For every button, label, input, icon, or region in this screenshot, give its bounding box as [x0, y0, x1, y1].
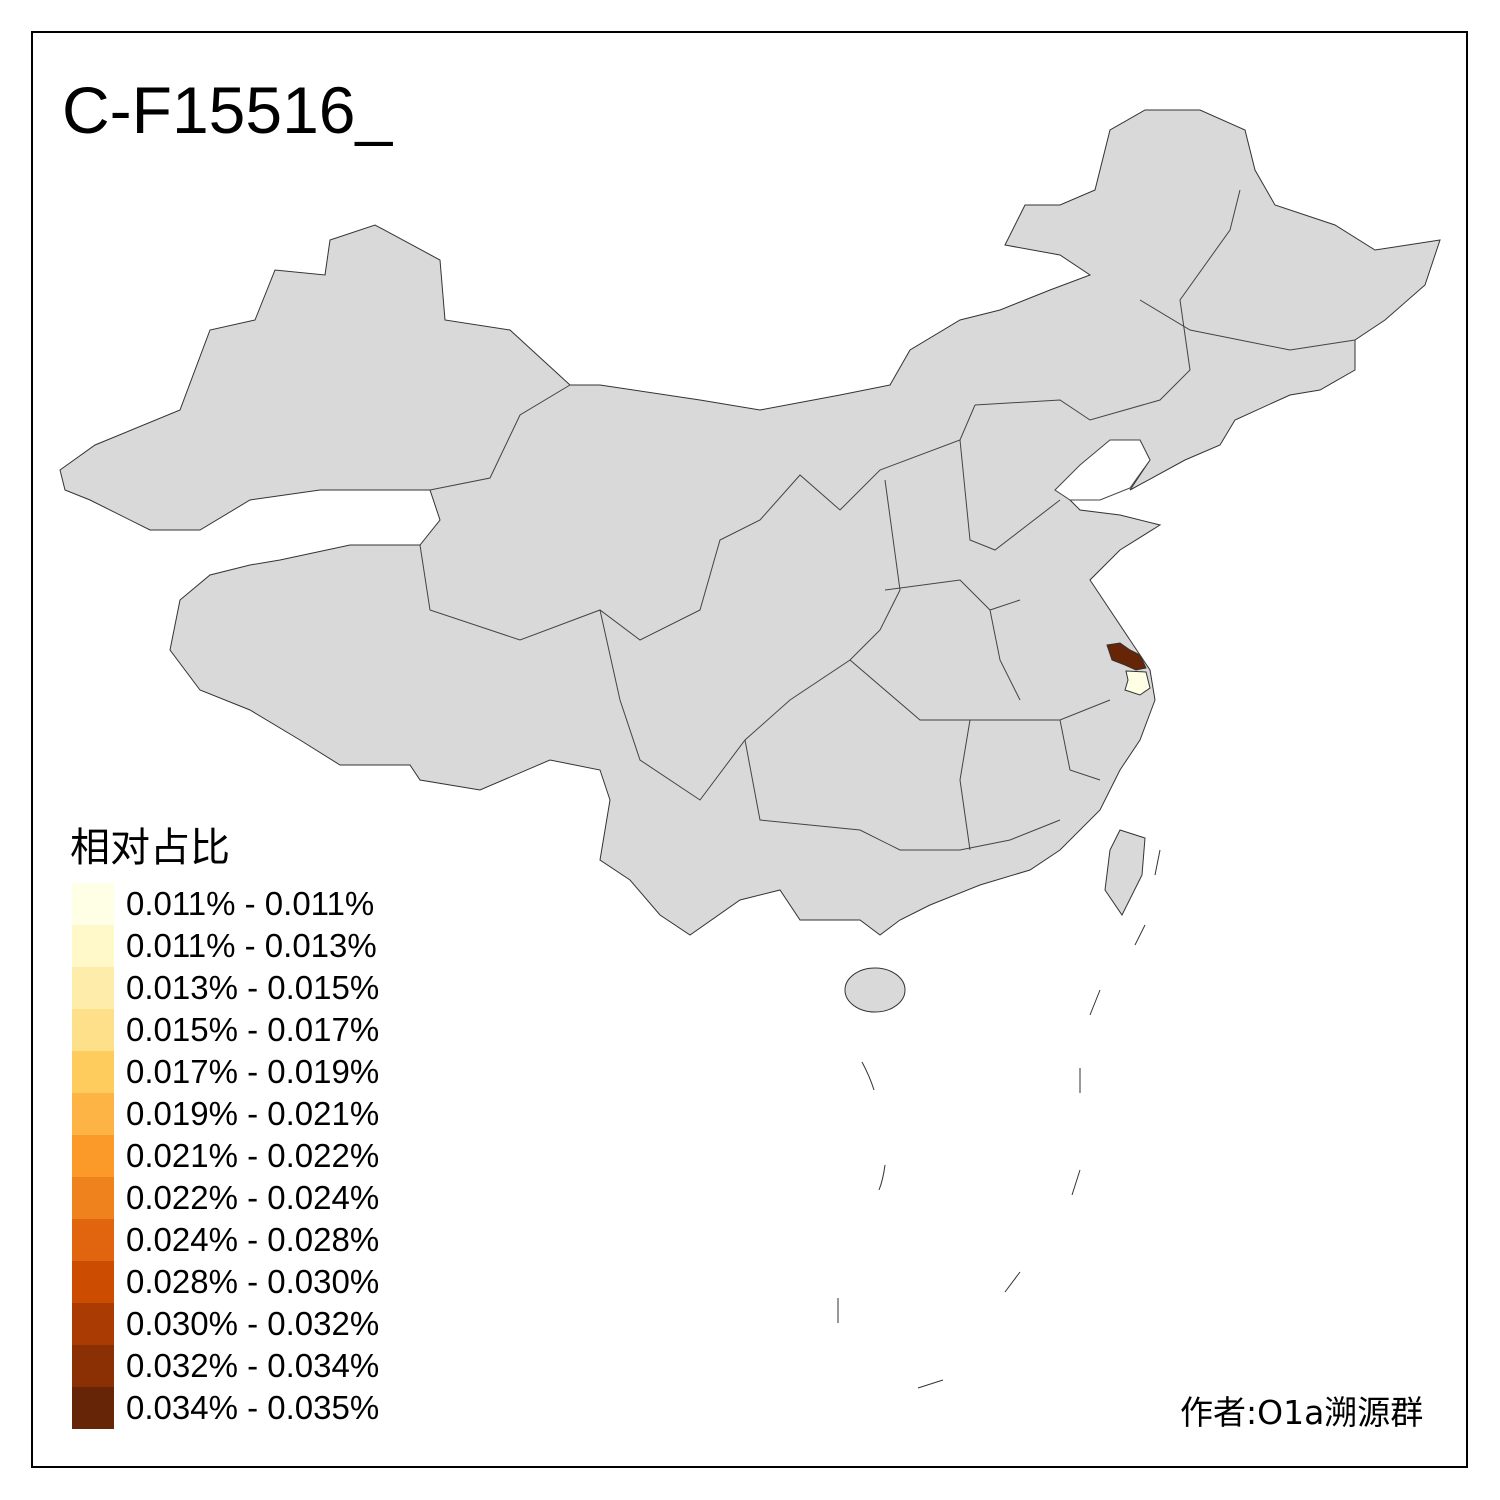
legend-item: 0.024% - 0.028% [72, 1219, 472, 1261]
legend-swatch [72, 1219, 114, 1261]
legend-swatch [72, 1051, 114, 1093]
legend-label: 0.021% - 0.022% [126, 1137, 380, 1174]
legend-item: 0.011% - 0.013% [72, 925, 472, 967]
author-credit: 作者:O1a溯源群 [1180, 1393, 1424, 1432]
legend-item: 0.021% - 0.022% [72, 1135, 472, 1177]
legend-item: 0.028% - 0.030% [72, 1261, 472, 1303]
legend-label: 0.022% - 0.024% [126, 1179, 380, 1216]
bohai-sea [1054, 439, 1151, 501]
map-frame [31, 31, 1468, 1468]
legend-title: 相对占比 [70, 825, 230, 871]
legend-swatch [72, 967, 114, 1009]
region-light [1124, 670, 1151, 696]
legend-swatch [72, 1177, 114, 1219]
legend-swatch [72, 1093, 114, 1135]
south-china-sea-islands [837, 849, 1161, 1389]
legend-label: 0.034% - 0.035% [126, 1389, 380, 1426]
legend-label: 0.017% - 0.019% [126, 1053, 380, 1090]
legend-swatch [72, 1303, 114, 1345]
legend-label: 0.019% - 0.021% [126, 1095, 380, 1132]
legend-label: 0.030% - 0.032% [126, 1305, 380, 1342]
legend-item: 0.022% - 0.024% [72, 1177, 472, 1219]
legend-label: 0.011% - 0.013% [126, 927, 377, 964]
legend-item: 0.011% - 0.011% [72, 883, 472, 925]
legend-label: 0.013% - 0.015% [126, 969, 380, 1006]
region-dark [1106, 642, 1147, 671]
taiwan-island [1104, 829, 1146, 916]
legend-swatch [72, 1345, 114, 1387]
legend-swatch [72, 1261, 114, 1303]
legend-item: 0.034% - 0.035% [72, 1387, 472, 1429]
legend-label: 0.011% - 0.011% [126, 885, 375, 922]
china-mainland [59, 109, 1441, 936]
legend-label: 0.024% - 0.028% [126, 1221, 380, 1258]
legend-item: 0.019% - 0.021% [72, 1093, 472, 1135]
map-title: C-F15516_ [62, 73, 393, 147]
legend-item: 0.015% - 0.017% [72, 1009, 472, 1051]
legend-label: 0.015% - 0.017% [126, 1011, 380, 1048]
legend-swatch [72, 925, 114, 967]
hainan-island [844, 967, 906, 1013]
province-borders [419, 189, 1356, 851]
legend-label: 0.032% - 0.034% [126, 1347, 380, 1384]
legend-swatch [72, 883, 114, 925]
legend-swatch [72, 1009, 114, 1051]
legend-item: 0.017% - 0.019% [72, 1051, 472, 1093]
legend-item: 0.013% - 0.015% [72, 967, 472, 1009]
legend-swatch [72, 1135, 114, 1177]
legend-swatch [72, 1387, 114, 1429]
legend-item: 0.032% - 0.034% [72, 1345, 472, 1387]
legend-label: 0.028% - 0.030% [126, 1263, 380, 1300]
legend-item: 0.030% - 0.032% [72, 1303, 472, 1345]
